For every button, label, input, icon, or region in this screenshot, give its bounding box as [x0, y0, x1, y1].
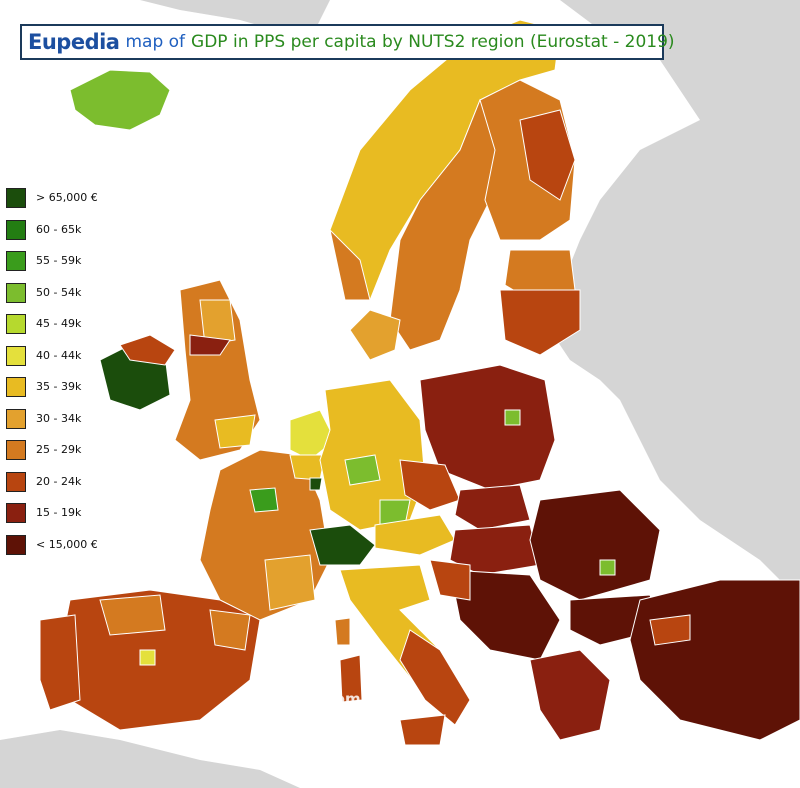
switzerland [309, 524, 376, 566]
legend: > 65,000 € 60 - 65k 55 - 59k 50 - 54k 45… [6, 188, 124, 566]
slovakia [454, 484, 531, 531]
map-title-box: Eupedia map of GDP in PPS per capita by … [20, 24, 675, 60]
sicily [399, 714, 446, 746]
france-south [264, 554, 316, 611]
uk [174, 279, 261, 461]
belgium [289, 454, 326, 481]
highlands [189, 334, 231, 356]
watermark: @ Eupedia.com [232, 690, 361, 708]
germany-south-west [344, 454, 381, 486]
scotland [199, 299, 236, 346]
london-region [214, 414, 256, 449]
legend-item: < 15,000 € [6, 534, 124, 567]
latvia-lithuania [499, 289, 581, 356]
legend-swatch [6, 251, 26, 271]
legend-swatch [6, 345, 26, 366]
legend-label: 30 - 34k [36, 411, 82, 425]
map-title: GDP in PPS per capita by NUTS2 region (E… [191, 32, 675, 52]
sardinia [339, 654, 363, 703]
poland [419, 364, 556, 491]
slovenia-croatia [429, 559, 471, 601]
legend-item: 50 - 54k [6, 282, 124, 315]
iceland [69, 69, 171, 131]
legend-label: < 15,000 € [36, 537, 98, 551]
legend-swatch [6, 188, 26, 208]
legend-label: > 65,000 € [36, 191, 98, 204]
legend-item: 25 - 29k [6, 440, 124, 472]
legend-label: 25 - 29k [36, 443, 82, 456]
legend-item: 60 - 65k [6, 219, 124, 252]
legend-label: 45 - 49k [36, 317, 82, 330]
legend-swatch [6, 440, 26, 460]
northern-ireland [119, 334, 176, 366]
legend-item: 30 - 34k [6, 408, 124, 441]
legend-swatch [6, 471, 26, 492]
non-eu-east-land [550, 0, 800, 600]
romania [529, 489, 661, 601]
legend-label: 50 - 54k [36, 285, 82, 299]
czechia [399, 459, 461, 511]
legend-item: 20 - 24k [6, 471, 124, 504]
legend-item: 55 - 59k [6, 251, 124, 283]
greece [529, 649, 611, 741]
luxembourg [309, 477, 323, 491]
finland-east [519, 109, 576, 201]
legend-item: 40 - 44k [6, 345, 124, 378]
title-map-word: map of [125, 32, 186, 52]
austria [374, 514, 456, 556]
legend-label: 15 - 19k [36, 506, 82, 519]
bucharest [599, 559, 616, 576]
legend-swatch [6, 219, 26, 240]
italy-south [399, 629, 471, 726]
ile-de-france [249, 487, 279, 513]
hungary [449, 524, 541, 576]
warsaw [504, 409, 521, 426]
legend-swatch [6, 534, 26, 555]
legend-label: 60 - 65k [36, 222, 82, 236]
legend-swatch [6, 408, 26, 429]
spain-north [99, 594, 166, 636]
madrid [139, 649, 156, 666]
north-africa-land [0, 730, 300, 788]
denmark [349, 309, 401, 361]
catalonia [209, 609, 251, 651]
legend-label: 20 - 24k [36, 474, 82, 488]
legend-item: 45 - 49k [6, 314, 124, 346]
legend-swatch [6, 314, 26, 334]
corsica [334, 617, 351, 646]
legend-item: 35 - 39k [6, 377, 124, 409]
brand-logo: Eupedia [28, 30, 120, 54]
legend-label: 35 - 39k [36, 380, 82, 393]
legend-item: > 65,000 € [6, 188, 124, 220]
istanbul [649, 614, 691, 646]
portugal [39, 614, 81, 711]
legend-swatch [6, 282, 26, 303]
norway-south [329, 228, 371, 301]
legend-label: 40 - 44k [36, 348, 82, 362]
legend-swatch [6, 377, 26, 397]
legend-swatch [6, 503, 26, 523]
legend-label: 55 - 59k [36, 254, 82, 267]
legend-item: 15 - 19k [6, 503, 124, 535]
